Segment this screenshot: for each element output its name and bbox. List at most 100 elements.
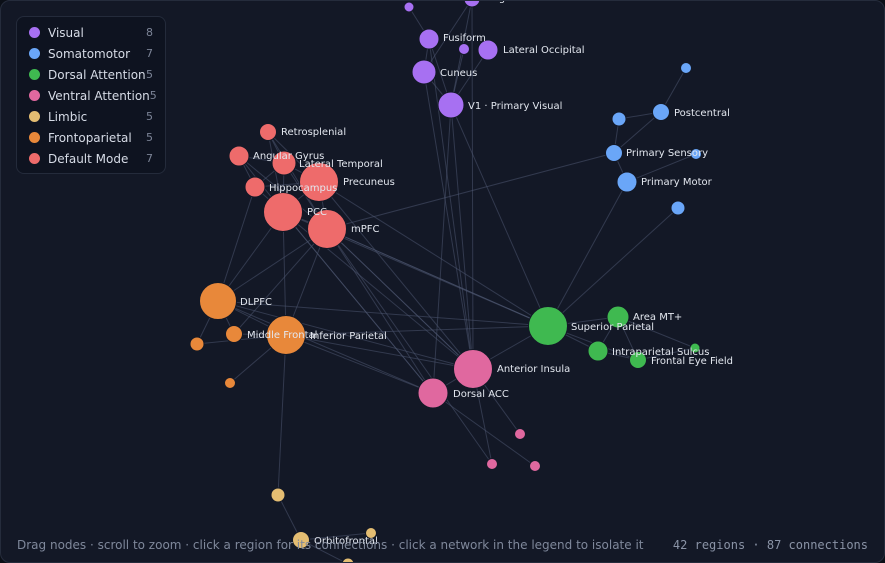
legend-label: Limbic <box>48 109 88 124</box>
region-label-orbitofrontal: Orbitofrontal <box>314 536 378 547</box>
region-label-superior-parietal: Superior Parietal <box>571 322 654 333</box>
region-node-lim-c[interactable] <box>341 557 355 563</box>
region-label-angular-gyrus: Angular Gyrus <box>253 151 324 162</box>
region-label-cuneus: Cuneus <box>440 68 477 79</box>
legend-item-visual[interactable]: Visual 8 <box>17 22 165 43</box>
connection-edge <box>326 228 549 327</box>
region-label-primary-motor: Primary Motor <box>641 177 713 188</box>
connection-edge <box>277 334 287 496</box>
connection-edge <box>285 325 549 336</box>
region-label-lingual: Lingual <box>484 1 520 4</box>
region-label-fef: Frontal Eye Field <box>651 356 733 367</box>
region-node-primary-motor[interactable] <box>616 171 638 193</box>
region-node-middle-frontal[interactable] <box>225 325 243 343</box>
region-node-inferior-parietal[interactable] <box>266 315 306 355</box>
legend-color-dot <box>29 111 40 122</box>
region-node-mpfc[interactable] <box>307 209 347 249</box>
region-node-cuneus[interactable] <box>411 59 437 85</box>
region-node-fusiform[interactable] <box>418 28 440 50</box>
legend-color-dot <box>29 132 40 143</box>
region-label-middle-frontal: Middle Frontal <box>247 330 317 341</box>
legend-item-limbic[interactable]: Limbic 5 <box>17 106 165 127</box>
connection-edge <box>217 300 474 370</box>
region-node-hippocampus[interactable] <box>244 176 266 198</box>
region-node-precuneus[interactable] <box>299 162 339 202</box>
connection-edge <box>285 334 434 394</box>
region-node-va-b[interactable] <box>486 458 498 470</box>
connection-edge <box>428 38 474 370</box>
region-node-pcc[interactable] <box>263 192 303 232</box>
connection-edge <box>547 181 628 327</box>
region-node-v-top1[interactable] <box>403 1 415 13</box>
region-node-fef[interactable] <box>629 351 647 369</box>
legend-color-dot <box>29 48 40 59</box>
legend-item-ventral-attention[interactable]: Ventral Attention 5 <box>17 85 165 106</box>
region-node-lim-b[interactable] <box>365 527 377 539</box>
region-node-da-small[interactable] <box>689 342 701 354</box>
region-node-anterior-insula[interactable] <box>453 349 493 389</box>
connection-edge <box>326 152 615 230</box>
connection-edge <box>217 300 434 394</box>
region-node-lateral-occipital[interactable] <box>477 39 499 61</box>
legend-count: 7 <box>146 152 153 165</box>
legend-item-dorsal-attention[interactable]: Dorsal Attention 5 <box>17 64 165 85</box>
region-label-postcentral: Postcentral <box>674 108 730 119</box>
region-node-lingual[interactable] <box>463 1 481 8</box>
connection-edge <box>318 181 474 370</box>
legend-item-somatomotor[interactable]: Somatomotor 7 <box>17 43 165 64</box>
region-label-lateral-occipital: Lateral Occipital <box>503 45 585 56</box>
connection-edge <box>326 228 434 394</box>
region-node-sm-d[interactable] <box>670 200 686 216</box>
region-node-superior-parietal[interactable] <box>528 306 568 346</box>
region-label-inferior-parietal: Inferior Parietal <box>310 331 387 342</box>
connection-edge <box>318 181 549 327</box>
region-node-va-a[interactable] <box>514 428 526 440</box>
region-label-mpfc: mPFC <box>351 224 380 235</box>
region-label-intraparietal: Intraparietal Sulcus <box>612 347 709 358</box>
graph-stats: 42 regions · 87 connections <box>672 538 868 552</box>
region-node-sm-b[interactable] <box>611 111 627 127</box>
region-node-lim-a[interactable] <box>270 487 286 503</box>
region-label-pcc: PCC <box>307 207 327 218</box>
region-label-dlpfc: DLPFC <box>240 297 272 308</box>
connection-edge <box>613 111 662 154</box>
connection-edge <box>282 211 434 394</box>
region-node-retrosplenial[interactable] <box>259 123 277 141</box>
region-label-v1: V1 · Primary Visual <box>468 101 562 112</box>
region-node-area-mt[interactable] <box>606 305 630 329</box>
legend-count: 5 <box>146 131 153 144</box>
legend-label: Ventral Attention <box>48 88 150 103</box>
region-node-dlpfc[interactable] <box>199 282 237 320</box>
region-node-dorsal-acc[interactable] <box>417 377 449 409</box>
region-node-va-c[interactable] <box>529 460 541 472</box>
region-node-v1[interactable] <box>437 91 465 119</box>
legend-color-dot <box>29 27 40 38</box>
legend-item-frontoparietal[interactable]: Frontoparietal 5 <box>17 127 165 148</box>
connection-edge <box>626 153 697 183</box>
region-node-lateral-temporal[interactable] <box>271 150 297 176</box>
region-label-area-mt: Area MT+ <box>633 312 682 323</box>
region-node-primary-sensory[interactable] <box>605 144 623 162</box>
region-label-retrosplenial: Retrosplenial <box>281 127 346 138</box>
legend-label: Somatomotor <box>48 46 131 61</box>
region-node-v-small[interactable] <box>458 43 470 55</box>
connection-edge <box>637 347 696 361</box>
region-node-sm-a[interactable] <box>680 62 692 74</box>
network-legend: Visual 8 Somatomotor 7 Dorsal Attention 5 Vent… <box>16 16 166 174</box>
region-node-intraparietal[interactable] <box>587 340 609 362</box>
region-node-fp-a[interactable] <box>189 336 205 352</box>
region-node-angular-gyrus[interactable] <box>228 145 250 167</box>
legend-color-dot <box>29 90 40 101</box>
legend-item-default-mode[interactable]: Default Mode 7 <box>17 148 165 169</box>
region-node-postcentral[interactable] <box>652 103 670 121</box>
region-node-orbitofrontal[interactable] <box>292 531 310 549</box>
legend-label: Frontoparietal <box>48 130 132 145</box>
legend-label: Visual <box>48 25 84 40</box>
region-node-fp-b[interactable] <box>224 377 236 389</box>
connection-edge <box>471 1 474 370</box>
region-node-sm-c[interactable] <box>690 148 702 160</box>
connection-edge <box>300 532 372 541</box>
legend-count: 5 <box>146 110 153 123</box>
